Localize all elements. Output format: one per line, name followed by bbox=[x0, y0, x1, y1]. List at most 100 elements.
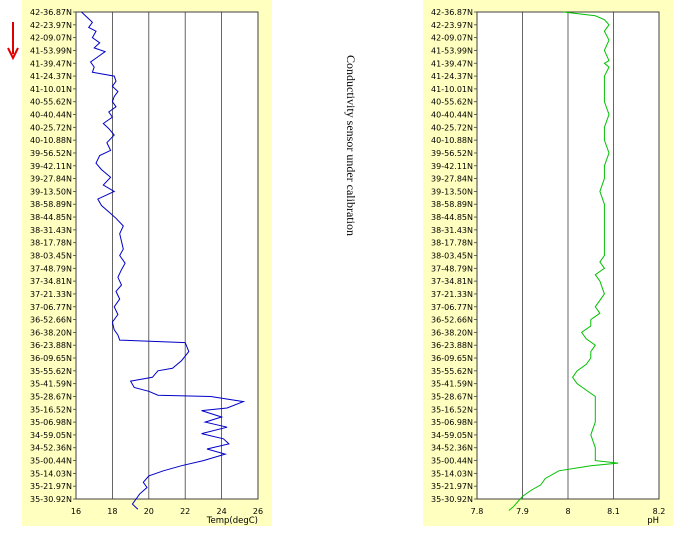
y-tick-label: 37-48.79N bbox=[431, 264, 473, 273]
y-tick-label: 35-16.52N bbox=[30, 405, 72, 414]
y-tick-label: 39-27.84N bbox=[431, 175, 473, 184]
y-tick-label: 39-56.52N bbox=[431, 149, 473, 158]
y-tick-label: 35-06.98N bbox=[30, 418, 72, 427]
plot-area bbox=[75, 11, 259, 500]
y-tick-label: 40-25.72N bbox=[30, 123, 72, 132]
x-tick-label: 7.9 bbox=[516, 507, 529, 516]
x-tick-label: 26 bbox=[253, 507, 263, 516]
y-tick-label: 36-23.88N bbox=[30, 341, 72, 350]
y-tick-label: 38-31.43N bbox=[30, 226, 72, 235]
y-tick-label: 35-55.62N bbox=[30, 367, 72, 376]
y-tick-label: 37-21.33N bbox=[30, 290, 72, 299]
y-tick-label: 39-27.84N bbox=[30, 175, 72, 184]
y-tick-label: 36-09.65N bbox=[30, 354, 72, 363]
y-tick-label: 42-23.97N bbox=[30, 21, 72, 30]
y-tick-label: 35-06.98N bbox=[431, 418, 473, 427]
y-tick-label: 41-10.01N bbox=[30, 85, 72, 94]
y-tick-label: 40-10.88N bbox=[431, 136, 473, 145]
x-tick-label: 22 bbox=[180, 507, 190, 516]
y-tick-label: 41-39.47N bbox=[30, 59, 72, 68]
y-tick-label: 35-21.97N bbox=[431, 482, 473, 491]
down-arrow-icon bbox=[7, 22, 19, 61]
y-tick-label: 39-13.50N bbox=[431, 187, 473, 196]
calibration-annotation: Conductivity sensor under calibration bbox=[344, 55, 358, 236]
y-tick-label: 35-30.92N bbox=[30, 495, 72, 504]
y-tick-label: 42-23.97N bbox=[431, 21, 473, 30]
y-tick-label: 40-25.72N bbox=[431, 123, 473, 132]
y-tick-label: 35-00.44N bbox=[30, 457, 72, 466]
x-tick-label: 24 bbox=[217, 507, 227, 516]
y-tick-label: 40-40.44N bbox=[431, 111, 473, 120]
y-tick-label: 39-13.50N bbox=[30, 187, 72, 196]
y-tick-label: 35-14.03N bbox=[30, 469, 72, 478]
x-tick-label: 16 bbox=[71, 507, 81, 516]
x-tick-label: 8.1 bbox=[607, 507, 620, 516]
x-axis-label: pH bbox=[647, 516, 659, 526]
y-tick-label: 35-30.92N bbox=[431, 495, 473, 504]
y-tick-label: 40-55.62N bbox=[30, 98, 72, 107]
y-tick-label: 34-52.36N bbox=[431, 444, 473, 453]
y-tick-label: 36-52.66N bbox=[431, 316, 473, 325]
y-tick-label: 41-53.99N bbox=[30, 46, 72, 55]
y-tick-label: 38-31.43N bbox=[431, 226, 473, 235]
y-tick-label: 35-41.59N bbox=[431, 380, 473, 389]
y-tick-label: 39-42.11N bbox=[30, 162, 72, 171]
y-tick-label: 37-48.79N bbox=[30, 264, 72, 273]
x-tick-label: 8.2 bbox=[653, 507, 666, 516]
x-tick-label: 20 bbox=[144, 507, 154, 516]
temp-chart-panel: 16 18 20 22 24 26 42-36.87N 42-23.97N 42-09.07N 4… bbox=[22, 0, 272, 526]
y-tick-label: 42-36.87N bbox=[431, 8, 473, 17]
y-tick-label: 35-55.62N bbox=[431, 367, 473, 376]
y-tick-label: 37-34.81N bbox=[431, 277, 473, 286]
y-tick-label: 40-55.62N bbox=[431, 98, 473, 107]
y-tick-label: 42-09.07N bbox=[30, 34, 72, 43]
y-tick-label: 37-21.33N bbox=[431, 290, 473, 299]
y-tick-label: 37-34.81N bbox=[30, 277, 72, 286]
y-tick-label: 34-59.05N bbox=[30, 431, 72, 440]
x-tick-label: 18 bbox=[107, 507, 117, 516]
y-tick-label: 38-58.89N bbox=[431, 200, 473, 209]
y-tick-label: 34-59.05N bbox=[431, 431, 473, 440]
y-tick-label: 35-28.67N bbox=[431, 392, 473, 401]
x-tick-label: 7.8 bbox=[471, 507, 484, 516]
y-tick-label: 37-06.77N bbox=[30, 303, 72, 312]
y-tick-label: 37-06.77N bbox=[431, 303, 473, 312]
y-tick-label: 42-36.87N bbox=[30, 8, 72, 17]
y-tick-label: 36-52.66N bbox=[30, 316, 72, 325]
y-tick-label: 35-14.03N bbox=[431, 469, 473, 478]
y-tick-label: 34-52.36N bbox=[30, 444, 72, 453]
y-tick-label: 40-40.44N bbox=[30, 111, 72, 120]
y-tick-label: 36-09.65N bbox=[431, 354, 473, 363]
y-tick-label: 38-58.89N bbox=[30, 200, 72, 209]
y-tick-label: 38-17.78N bbox=[431, 239, 473, 248]
y-tick-label: 39-42.11N bbox=[431, 162, 473, 171]
y-tick-label: 35-16.52N bbox=[431, 405, 473, 414]
y-tick-label: 36-38.20N bbox=[30, 328, 72, 337]
y-tick-label: 39-56.52N bbox=[30, 149, 72, 158]
y-tick-label: 41-39.47N bbox=[431, 59, 473, 68]
y-tick-label: 38-44.85N bbox=[30, 213, 72, 222]
y-tick-label: 41-53.99N bbox=[431, 46, 473, 55]
ph-chart: 7.8 7.9 8 8.1 8.2 42-36.87N 42-23.97N 42-09.07N… bbox=[431, 8, 666, 526]
ph-chart-panel: 7.8 7.9 8 8.1 8.2 42-36.87N 42-23.97N 42-09.07N… bbox=[423, 0, 673, 526]
y-tick-label: 41-24.37N bbox=[30, 72, 72, 81]
y-tick-label: 35-00.44N bbox=[431, 457, 473, 466]
x-tick-label: 8 bbox=[565, 507, 570, 516]
y-tick-label: 35-41.59N bbox=[30, 380, 72, 389]
y-tick-label: 35-28.67N bbox=[30, 392, 72, 401]
x-axis-label: Temp(degC) bbox=[206, 516, 258, 526]
y-tick-label: 38-17.78N bbox=[30, 239, 72, 248]
temp-chart: 16 18 20 22 24 26 42-36.87N 42-23.97N 42-09.07N 4… bbox=[30, 8, 263, 526]
y-tick-label: 41-24.37N bbox=[431, 72, 473, 81]
series-line bbox=[81, 11, 246, 510]
y-tick-label: 38-44.85N bbox=[431, 213, 473, 222]
y-tick-label: 41-10.01N bbox=[431, 85, 473, 94]
y-tick-label: 42-09.07N bbox=[431, 34, 473, 43]
series-line bbox=[508, 11, 619, 511]
y-tick-label: 38-03.45N bbox=[30, 252, 72, 261]
y-tick-label: 35-21.97N bbox=[30, 482, 72, 491]
y-tick-label: 36-23.88N bbox=[431, 341, 473, 350]
y-tick-label: 40-10.88N bbox=[30, 136, 72, 145]
y-tick-label: 36-38.20N bbox=[431, 328, 473, 337]
y-tick-label: 38-03.45N bbox=[431, 252, 473, 261]
